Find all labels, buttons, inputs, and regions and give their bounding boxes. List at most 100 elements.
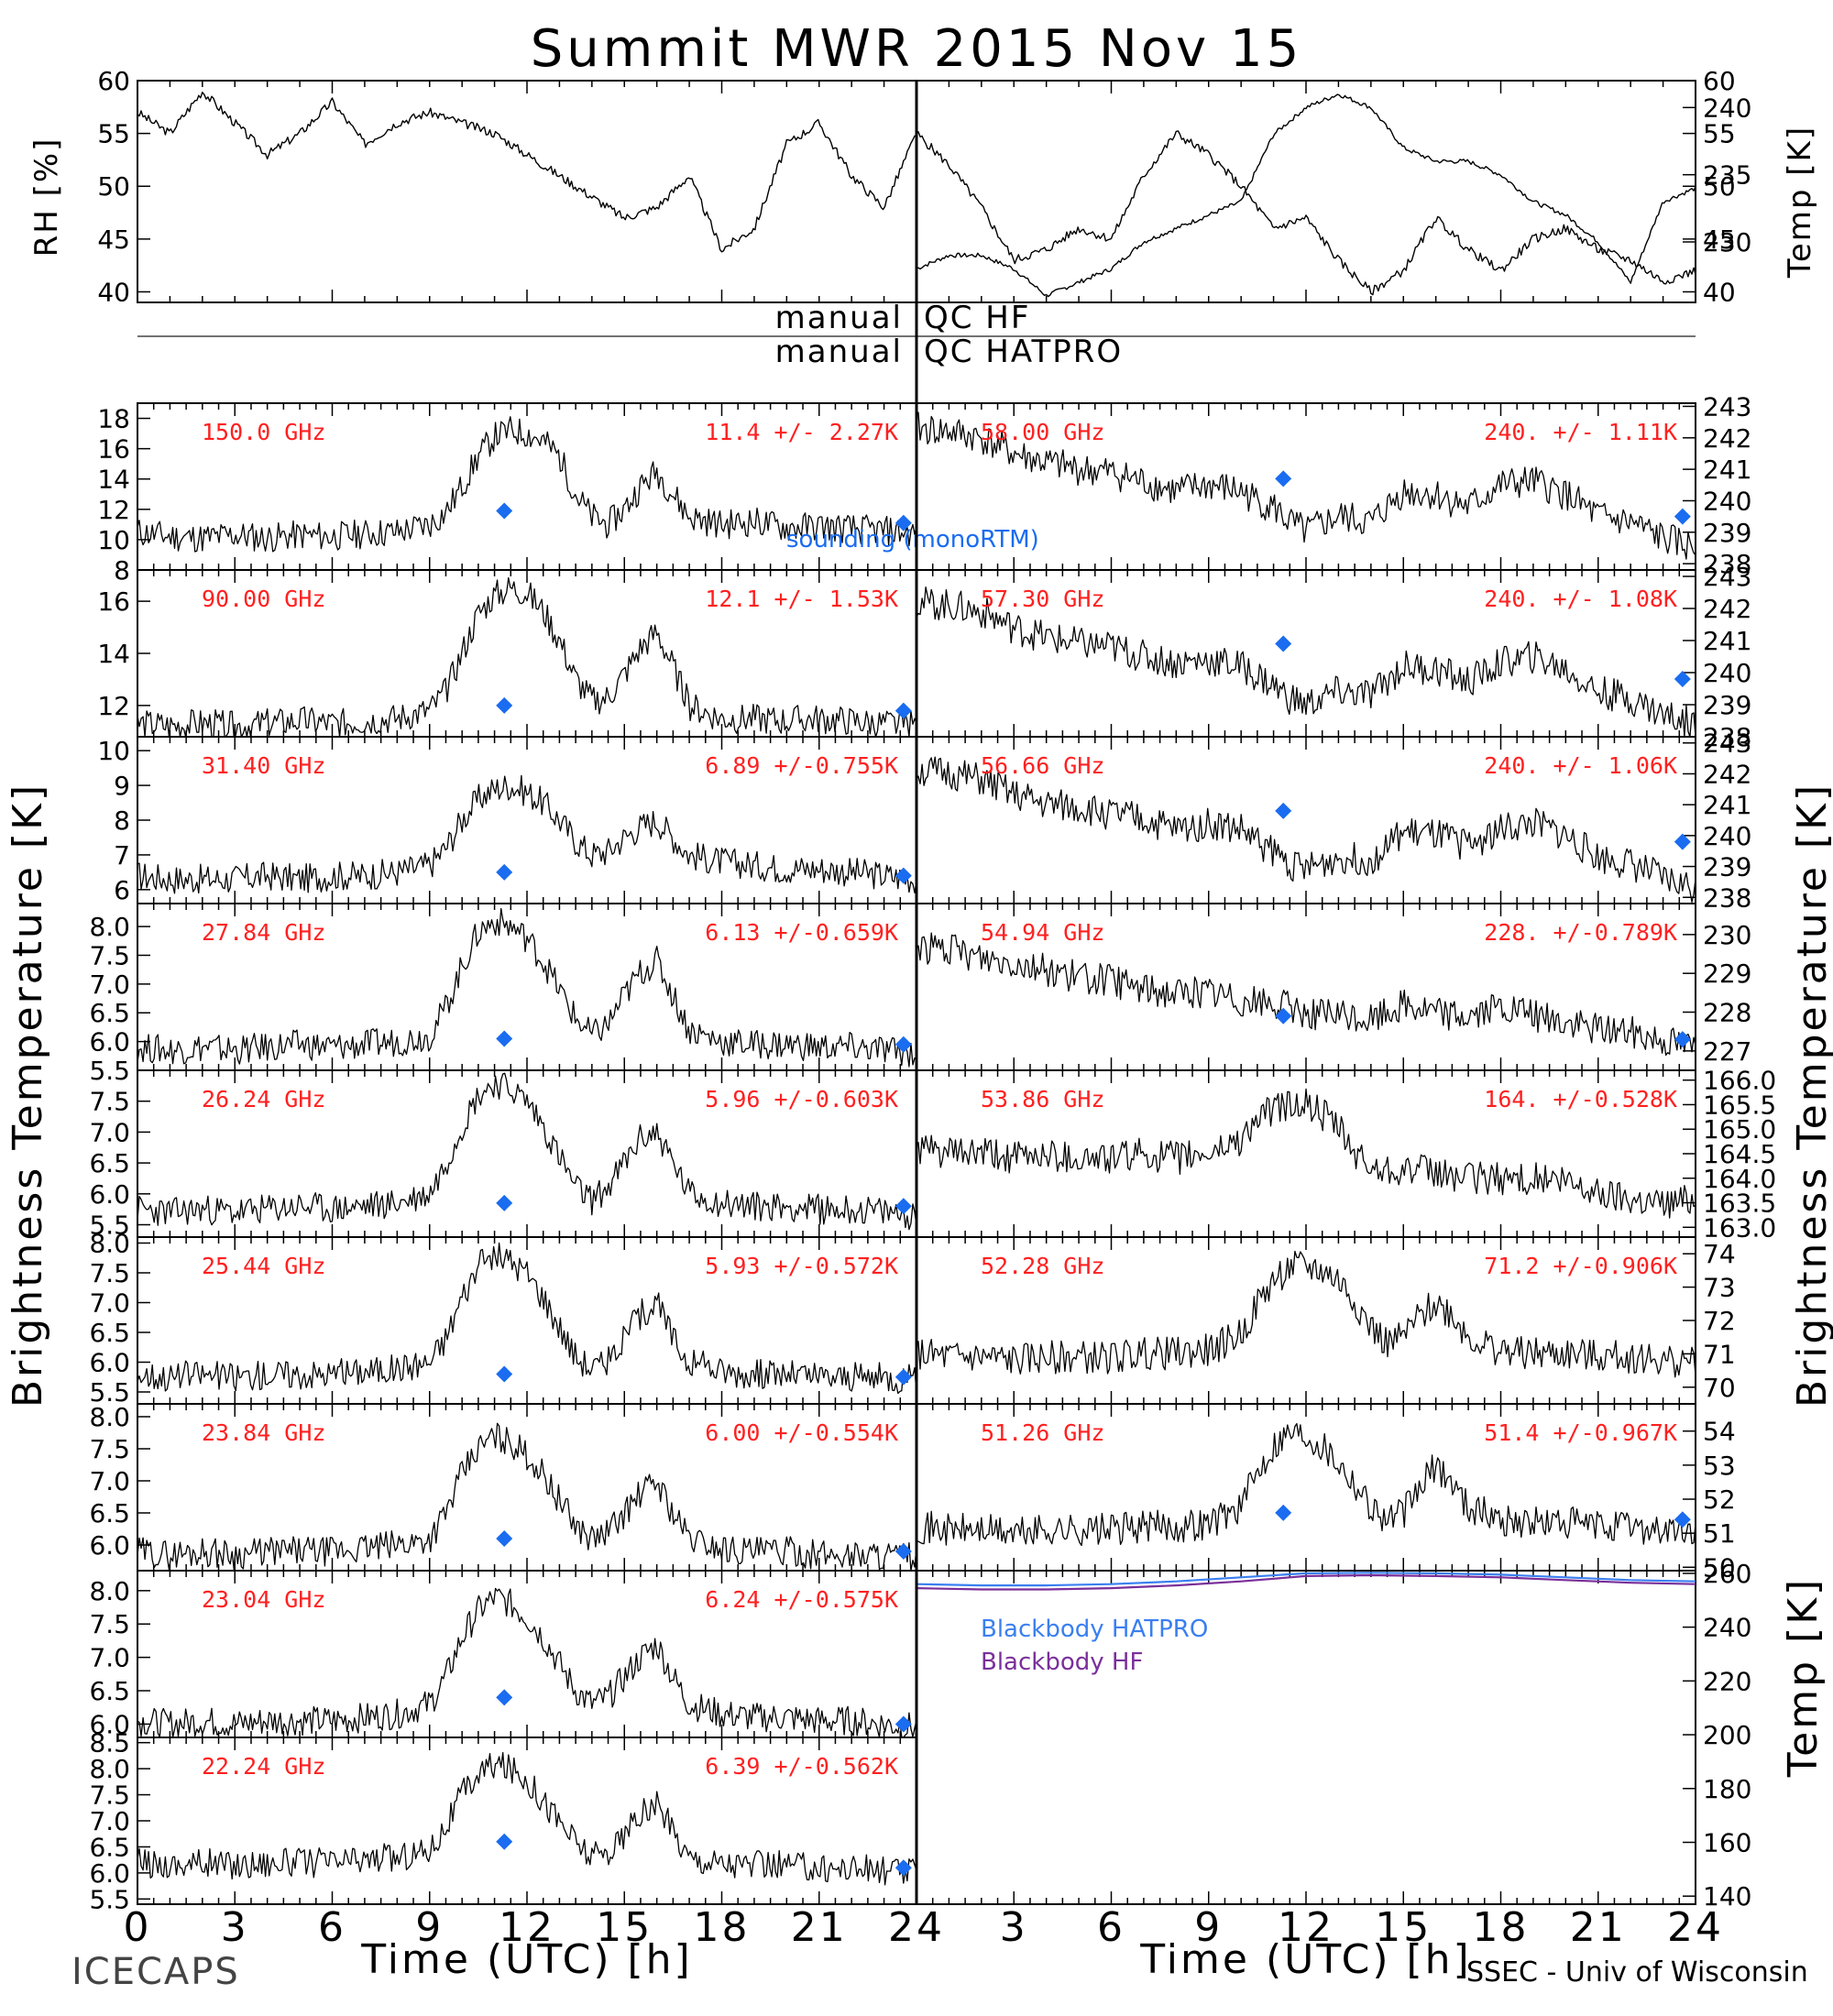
bb-temp-axis-label: Temp [K]: [1780, 1577, 1827, 1778]
y-tick-label: 6.0: [89, 1858, 130, 1889]
y-tick-label: 166.0: [1703, 1066, 1776, 1096]
y-tick-label: 8.0: [89, 912, 130, 942]
y-tick-label: 238: [1703, 722, 1751, 752]
sounding-marker: [1674, 508, 1691, 525]
x-tick-label-right: 12: [1278, 1904, 1334, 1951]
y-tick-label: 230: [1703, 920, 1751, 950]
x-tick-label-right: 9: [1194, 1904, 1223, 1951]
y-tick-label: 60: [1703, 66, 1736, 96]
channel-frequency: 150.0 GHz: [202, 419, 325, 445]
sounding-marker: [895, 702, 912, 719]
panel-left-6: 6.06.57.07.58.0 23.84 GHz 6.00 +/-0.554K: [89, 1402, 917, 1572]
x-tick-label-right: 18: [1473, 1904, 1530, 1951]
y-tick-label: 7.5: [89, 1087, 130, 1117]
sounding-marker: [1275, 1504, 1292, 1521]
x-tick-label-left: 6: [318, 1904, 346, 1951]
series-line-0: [916, 1422, 1696, 1547]
right-y-axis-label: Brightness Temperature [K]: [1789, 783, 1833, 1408]
sounding-marker: [1275, 802, 1292, 819]
y-tick-label: 6.5: [89, 998, 130, 1028]
y-tick-label: 7.5: [89, 1609, 130, 1639]
series-line-0: [916, 411, 1696, 560]
x-tick-label-right: 6: [1097, 1904, 1125, 1951]
y-tick-label: 18: [97, 404, 130, 434]
y-tick-label: 6.0: [89, 1027, 130, 1057]
channel-frequency: 52.28 GHz: [981, 1253, 1104, 1279]
channel-stats: 228. +/-0.789K: [1484, 919, 1677, 946]
y-tick-label: 14: [97, 639, 130, 669]
sounding-marker: [1674, 833, 1691, 850]
series-line-0: [137, 1587, 917, 1738]
y-tick-label: 8: [114, 555, 130, 586]
y-tick-label: 8.0: [89, 1576, 130, 1606]
series-line-0: [916, 756, 1696, 904]
y-tick-label: 239: [1703, 518, 1751, 548]
y-tick-label: 12: [97, 691, 130, 721]
y-tick-label: 8: [114, 805, 130, 836]
y-tick-label: 73: [1703, 1273, 1736, 1303]
sounding-marker: [496, 502, 513, 520]
y-tick-label: 160: [1703, 1827, 1751, 1857]
y-tick-label: 227: [1703, 1036, 1751, 1067]
sounding-marker: [895, 514, 912, 531]
channel-stats: 12.1 +/- 1.53K: [705, 586, 898, 612]
y-tick-label: 229: [1703, 959, 1751, 989]
sounding-marker: [1275, 635, 1292, 652]
sounding-marker: [1674, 671, 1691, 687]
y-tick-label: 14: [97, 465, 130, 495]
channel-frequency: 25.44 GHz: [202, 1253, 325, 1279]
sounding-marker: [895, 1198, 912, 1215]
x-tick-label-left: 21: [791, 1904, 848, 1951]
y-tick-label: 6.0: [89, 1709, 130, 1739]
y-tick-label: 45: [97, 225, 130, 255]
y-tick-label: 6.5: [89, 1832, 130, 1862]
y-tick-label: 5.5: [89, 1056, 130, 1086]
y-tick-label: 241: [1703, 455, 1751, 485]
y-tick-label: 74: [1703, 1239, 1736, 1269]
qc-manual-hf: manual: [775, 300, 903, 336]
y-tick-label: 241: [1703, 626, 1751, 656]
series-line-0: [916, 1088, 1696, 1219]
sounding-marker: [895, 1368, 912, 1386]
y-tick-label: 260: [1703, 1559, 1751, 1589]
y-tick-label: 52: [1703, 1485, 1736, 1515]
legend-bb-hf: Blackbody HF: [981, 1649, 1143, 1676]
qc-strip: manual QC HF manual QC HATPRO: [137, 300, 1696, 370]
x-tick-label-right: 15: [1375, 1904, 1432, 1951]
y-tick-label: 50: [1703, 171, 1736, 202]
x-tick-label-left: 18: [694, 1904, 751, 1951]
y-tick-label: 7.0: [89, 1806, 130, 1836]
y-tick-label: 5.5: [89, 1211, 130, 1241]
y-tick-label: 164.0: [1703, 1164, 1776, 1194]
channel-stats: 71.2 +/-0.906K: [1484, 1253, 1677, 1279]
series-line-0: [137, 416, 917, 553]
sounding-marker: [496, 1030, 513, 1047]
y-tick-label: 7.5: [89, 940, 130, 970]
y-tick-label: 7.0: [89, 970, 130, 1000]
sounding-marker: [1674, 1031, 1691, 1048]
y-tick-label: 164.5: [1703, 1139, 1776, 1169]
rh-axis-label: RH [%]: [28, 137, 65, 257]
y-tick-label: 240: [1703, 1613, 1751, 1643]
qc-manual-hatpro: manual: [775, 334, 903, 370]
y-tick-label: 228: [1703, 998, 1751, 1028]
y-tick-label: 45: [1703, 225, 1736, 255]
y-tick-label: 8.0: [89, 1229, 130, 1259]
channel-frequency: 27.84 GHz: [202, 919, 325, 946]
sounding-marker: [496, 1365, 513, 1383]
channel-stats: 6.13 +/-0.659K: [705, 919, 898, 946]
channel-frequency: 90.00 GHz: [202, 586, 325, 612]
y-tick-label: 140: [1703, 1881, 1751, 1912]
channel-stats: 240. +/- 1.08K: [1484, 586, 1677, 612]
channel-frequency: 53.86 GHz: [981, 1086, 1104, 1112]
x-tick-label-right: 3: [1000, 1904, 1028, 1951]
series-line-0: [916, 130, 1696, 296]
x-axis-label-right: Time (UTC) [h]: [1139, 1936, 1471, 1983]
x-tick-label-right: 21: [1570, 1904, 1627, 1951]
y-tick-label: 6.5: [89, 1498, 130, 1528]
series-line-0: [916, 586, 1696, 738]
channel-frequency: 26.24 GHz: [202, 1086, 325, 1112]
